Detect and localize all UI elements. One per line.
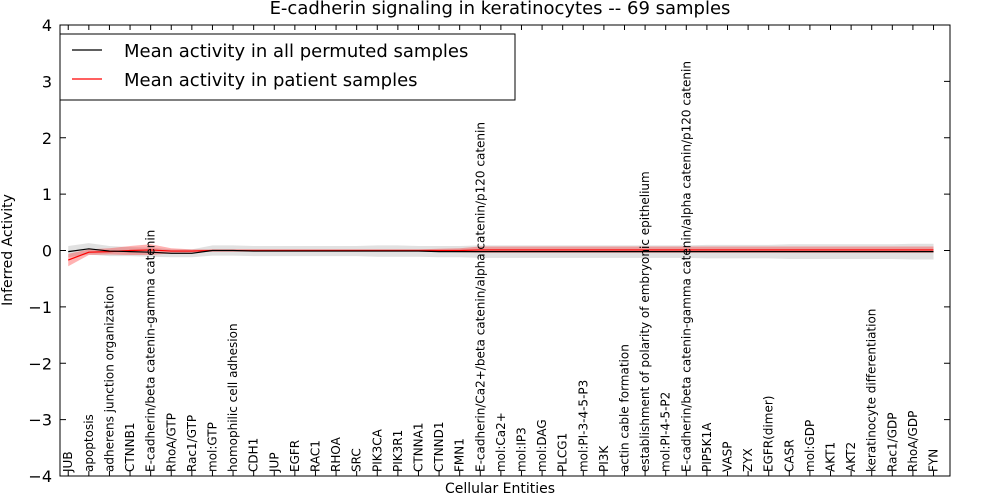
category-label: EGFR(dimer) [762, 396, 776, 472]
category-label: homophilic cell adhesion [226, 323, 240, 472]
category-label: mol:PI-4-5-P2 [659, 392, 673, 472]
category-label: E-cadherin/Ca2+/beta catenin/alpha caten… [473, 122, 487, 472]
category-label: Rac1/GDP [885, 413, 899, 472]
y-axis: −4 −3 −2 −1 0 1 2 3 4 [28, 16, 950, 486]
category-label: mol:IP3 [514, 427, 528, 472]
legend-label-permuted: Mean activity in all permuted samples [124, 41, 468, 62]
category-label: CASR [782, 439, 796, 472]
plot-frame [59, 24, 951, 477]
category-label: PIK3CA [370, 428, 384, 472]
category-label: CTNND1 [432, 421, 446, 472]
category-label: mol:GTP [205, 422, 219, 472]
category-label: AKT2 [844, 442, 858, 472]
y-tick-label: 0 [42, 242, 52, 261]
category-label: CDH1 [247, 438, 261, 472]
y-tick-label: −2 [28, 354, 52, 373]
category-label: JUB [61, 451, 75, 473]
category-label: FMN1 [453, 438, 467, 472]
y-tick-label: 4 [42, 16, 52, 35]
legend-label-patient: Mean activity in patient samples [124, 70, 418, 91]
category-label: mol:Ca2+ [494, 412, 508, 472]
category-label: E-cadherin/beta catenin-gamma catenin/al… [679, 61, 693, 472]
category-label: RhoA/GTP [164, 413, 178, 472]
category-label: adherens junction organization [102, 286, 116, 472]
category-label: CTNNA1 [411, 422, 425, 472]
category-label: E-cadherin/beta catenin-gamma catenin [144, 230, 158, 472]
category-label: JUP [267, 452, 281, 473]
category-label: EGFR [288, 440, 302, 472]
category-label: ZYX [741, 448, 755, 472]
category-label: Rac1/GTP [185, 415, 199, 472]
category-label: PIP5K1A [700, 422, 714, 472]
category-label: mol:PI-3-4-5-P3 [576, 380, 590, 472]
category-label: CTNNB1 [123, 422, 137, 472]
category-label: RhoA/GDP [906, 411, 920, 472]
legend-box [59, 33, 516, 101]
category-label: mol:GDP [803, 420, 817, 472]
category-label: AKT1 [824, 442, 838, 472]
line-permuted-mean [68, 248, 934, 254]
category-label: PI3K [597, 445, 611, 472]
y-tick-label: 3 [42, 72, 52, 91]
confidence-bands [68, 243, 934, 267]
y-tick-label: 1 [42, 185, 52, 204]
chart-title: E-cadherin signaling in keratinocytes --… [270, 0, 731, 19]
y-axis-label: Inferred Activity [0, 194, 16, 306]
y-tick-label: 2 [42, 129, 52, 148]
category-label: FYN [927, 449, 941, 472]
y-tick-label: −3 [28, 411, 52, 430]
category-label: actin cable formation [617, 344, 631, 472]
category-label: apoptosis [82, 414, 96, 472]
series-lines [68, 248, 934, 261]
category-label: VASP [721, 441, 735, 472]
category-label: RHOA [329, 436, 343, 472]
category-label: keratinocyte differentiation [865, 309, 879, 472]
legend: Mean activity in all permuted samples Me… [59, 33, 516, 101]
category-label: SRC [350, 448, 364, 472]
category-label: PIK3R1 [391, 430, 405, 472]
y-tick-label: −4 [28, 467, 52, 486]
y-tick-label: −1 [28, 298, 52, 317]
category-label: PLCG1 [556, 433, 570, 472]
category-label: establishment of polarity of embryonic e… [638, 171, 652, 472]
category-labels: JUB apoptosis adherens junction organizati… [61, 61, 940, 473]
category-label: RAC1 [308, 440, 322, 472]
x-axis [67, 25, 935, 476]
x-axis-label: Cellular Entities [445, 481, 555, 497]
category-label: mol:DAG [535, 419, 549, 472]
